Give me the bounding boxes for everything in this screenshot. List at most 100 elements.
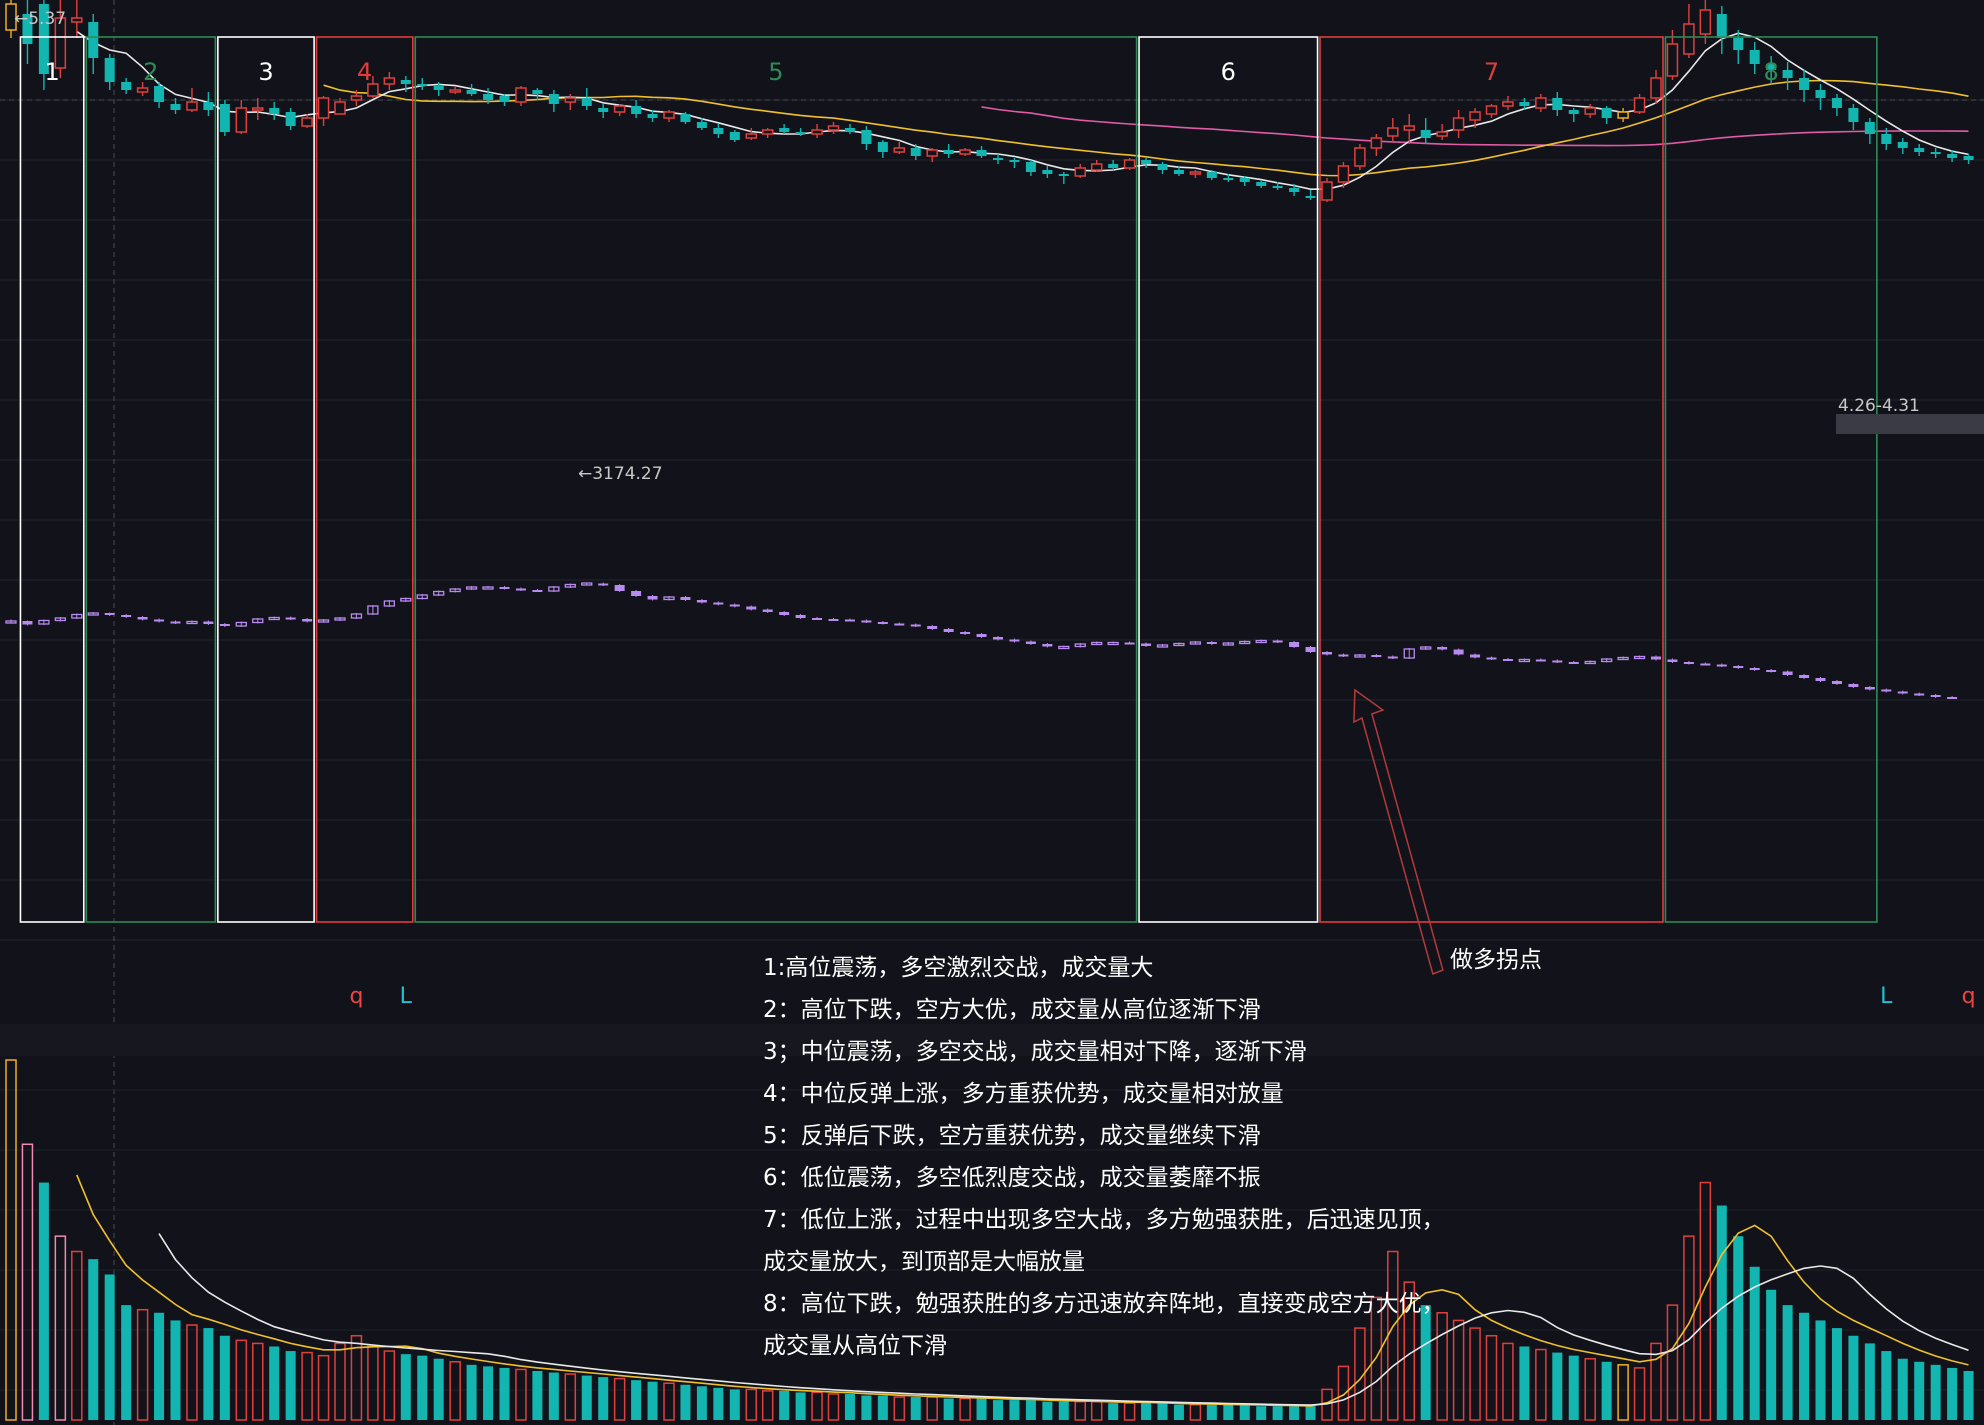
index-candle — [252, 618, 264, 624]
volume-bar — [910, 1397, 921, 1420]
index-candle — [1322, 652, 1332, 655]
candle-body — [1469, 111, 1481, 121]
volume-bar — [104, 1274, 115, 1420]
index-candle — [1025, 641, 1036, 644]
candle-body — [1452, 117, 1465, 131]
volume-bar — [976, 1398, 987, 1420]
candle-body — [1568, 110, 1579, 114]
volume-bar — [1256, 1406, 1267, 1420]
index-candle — [1156, 644, 1169, 648]
index-candle — [1930, 695, 1941, 697]
candle-body — [1354, 147, 1366, 167]
volume-bar — [383, 1350, 396, 1421]
candle-body — [466, 90, 477, 94]
volume-bar — [877, 1395, 888, 1420]
volume-bar — [252, 1342, 264, 1421]
index-candle — [647, 596, 658, 600]
volume-bar — [350, 1334, 363, 1421]
candle-body — [976, 150, 987, 156]
volume-bar — [1189, 1403, 1202, 1421]
volume-ma-lines — [76, 1174, 1969, 1407]
index-candle — [1617, 656, 1629, 661]
volume-bar — [1799, 1312, 1810, 1420]
index-candle — [1222, 642, 1234, 646]
volume-bar — [696, 1386, 707, 1420]
volume-bar — [631, 1380, 642, 1420]
index-candle — [1255, 639, 1267, 644]
ma60-line — [981, 106, 1969, 147]
index-candle — [1716, 664, 1727, 667]
volume-bar — [943, 1398, 954, 1420]
zone-label: 6 — [1221, 58, 1236, 86]
volume-bar — [1699, 1181, 1712, 1421]
index-candle — [532, 590, 543, 592]
volume-bar — [88, 1259, 99, 1420]
volume-bar — [1025, 1400, 1036, 1420]
index-candle — [54, 617, 66, 622]
volume-bar — [317, 1354, 330, 1421]
candle-body — [1321, 181, 1333, 201]
volume-bar — [219, 1335, 230, 1420]
candle-body — [1141, 160, 1152, 164]
candle-body — [680, 114, 691, 122]
candle-body — [861, 130, 872, 144]
index-candle — [1848, 684, 1859, 687]
zone-box — [1138, 36, 1319, 923]
volume-bar — [1601, 1361, 1612, 1420]
candle-body — [761, 129, 774, 135]
volume-bar — [400, 1354, 411, 1420]
index-candle — [1584, 660, 1596, 665]
volume-bar — [1650, 1342, 1662, 1421]
index-candle — [993, 637, 1003, 640]
price-range-label: 4.26-4.31 — [1838, 396, 1920, 416]
index-candle — [564, 583, 576, 588]
volume-bar — [1831, 1328, 1842, 1420]
index-candle — [1667, 659, 1678, 662]
index-candle — [350, 613, 363, 619]
candle-body — [22, 14, 33, 44]
candle-body — [663, 111, 675, 119]
candle-body — [1963, 156, 1974, 160]
index-candle — [828, 619, 839, 621]
candle-body — [696, 122, 707, 128]
volume-bar — [203, 1328, 214, 1420]
signal-marker: L — [400, 984, 413, 1009]
index-candle — [1651, 656, 1661, 660]
volume-bar — [811, 1391, 823, 1421]
candle-body — [1633, 97, 1646, 113]
index-candles — [5, 582, 1958, 699]
candle-body — [548, 94, 559, 104]
volume-bar — [121, 1305, 132, 1420]
candle-body — [334, 101, 346, 115]
candle-body — [350, 95, 363, 101]
index-candle — [927, 626, 938, 629]
candle-body — [1189, 171, 1202, 175]
index-candle — [1305, 647, 1316, 652]
volume-bar — [1930, 1364, 1941, 1420]
volume-bar — [613, 1377, 626, 1421]
index-candle — [170, 621, 181, 624]
volume-bar — [433, 1358, 444, 1420]
candle-body — [1766, 64, 1777, 70]
index-candle — [433, 590, 445, 596]
index-candle — [1749, 668, 1760, 670]
index-candle — [465, 586, 478, 590]
candle-body — [515, 87, 527, 103]
ma5-line — [76, 30, 1969, 190]
volume-bar — [449, 1361, 461, 1421]
index-candle — [137, 617, 148, 620]
volume-bars — [5, 1059, 1974, 1421]
candle-body — [1584, 107, 1596, 115]
candle-body — [713, 128, 724, 134]
index-candle — [1141, 643, 1152, 646]
candle-body — [88, 22, 99, 58]
index-candle — [1914, 693, 1925, 696]
volume-bar — [1042, 1401, 1053, 1420]
index-candle — [367, 605, 379, 615]
volume-bar — [1881, 1351, 1892, 1420]
volume-bar — [1552, 1352, 1563, 1420]
volume-bar — [1173, 1404, 1184, 1420]
candle-body — [1042, 170, 1053, 174]
candle-body — [1502, 101, 1514, 107]
